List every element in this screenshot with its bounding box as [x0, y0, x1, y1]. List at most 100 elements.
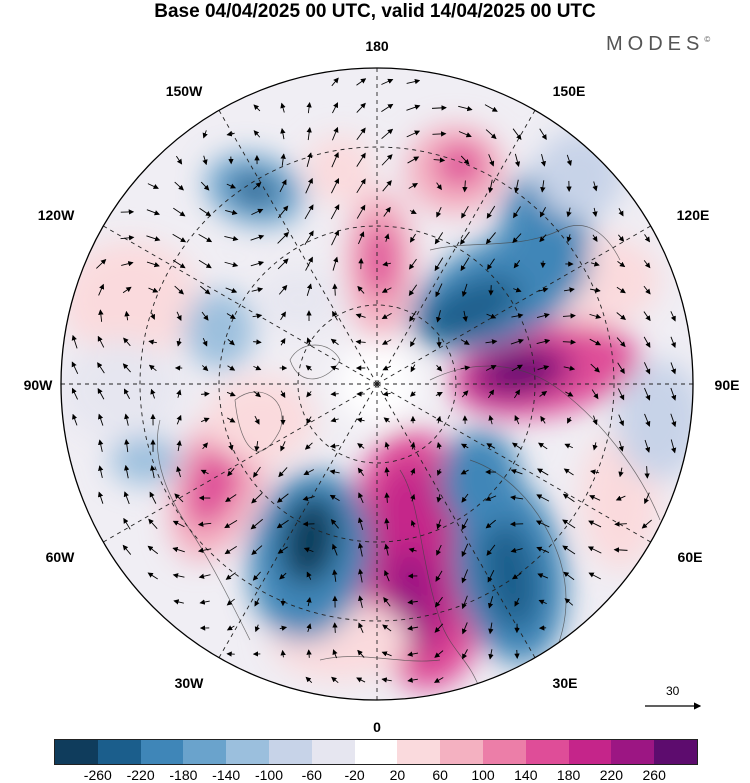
wind-vector — [250, 518, 263, 530]
wind-vector — [277, 231, 290, 244]
copyright-mark: © — [704, 35, 711, 44]
wind-vector — [408, 284, 418, 297]
wind-vector — [511, 364, 523, 372]
wind-vector — [122, 544, 132, 555]
wind-vector — [304, 230, 314, 246]
wind-vector — [436, 468, 442, 476]
wind-vector — [406, 104, 421, 111]
wind-vector — [592, 442, 598, 451]
wind-vector — [96, 258, 107, 269]
wind-vector — [306, 649, 312, 658]
wind-vector — [616, 312, 626, 321]
colorbar-tick-label: -100 — [254, 767, 284, 783]
wind-vector — [332, 569, 338, 582]
wind-vector — [409, 209, 417, 214]
wind-vector — [409, 310, 417, 322]
wind-vector — [201, 365, 209, 372]
wind-vector — [537, 468, 549, 476]
wind-vector — [617, 388, 625, 401]
colorbar-swatch — [183, 740, 227, 764]
wind-vector — [488, 622, 494, 635]
wind-vector — [226, 625, 235, 631]
wind-vector — [384, 492, 390, 503]
wind-vector — [120, 235, 135, 241]
wind-vector — [253, 182, 262, 190]
wind-vector — [670, 362, 677, 375]
wind-vector — [253, 391, 261, 398]
reference-vector-label: 30 — [666, 684, 680, 698]
wind-vector — [331, 178, 339, 194]
wind-vector — [512, 233, 522, 244]
wind-vector — [511, 442, 522, 450]
wind-vector — [538, 599, 547, 605]
wind-vector — [432, 105, 447, 111]
map-title: Base 04/04/2025 00 UTC, valid 14/04/2025… — [154, 1, 596, 22]
wind-vector — [356, 102, 366, 113]
wind-vector — [435, 570, 443, 582]
wind-vector — [306, 283, 313, 296]
wind-vector — [71, 334, 78, 349]
wind-vector — [562, 313, 576, 319]
wind-vector — [589, 313, 602, 319]
wind-vectors — [71, 77, 677, 684]
wind-vector — [97, 491, 104, 504]
wind-vector — [535, 520, 550, 528]
wind-vector — [433, 677, 444, 683]
wind-vector — [436, 364, 443, 372]
anomaly-blob — [440, 430, 520, 530]
wind-vector — [382, 391, 391, 397]
wind-vector — [513, 179, 520, 194]
wind-vector — [147, 545, 159, 555]
wind-vector — [174, 493, 184, 503]
anomaly-blob — [61, 240, 200, 360]
wind-vector — [382, 624, 392, 632]
wind-vector — [384, 543, 390, 556]
wind-vector — [615, 495, 626, 501]
wind-vector — [485, 129, 497, 140]
wind-vector — [358, 492, 364, 504]
wind-vector — [563, 365, 576, 371]
wind-vector — [562, 545, 576, 555]
wind-vector — [436, 182, 442, 191]
wind-vector — [407, 599, 418, 605]
colorbar-tick-label: 260 — [642, 767, 666, 783]
wind-vector — [197, 521, 212, 527]
colorbar-tick-label: 60 — [432, 767, 448, 783]
wind-vector — [564, 443, 574, 449]
wind-vector — [254, 598, 260, 607]
wind-vector — [254, 441, 260, 452]
wind-vector — [536, 312, 550, 319]
wind-vector — [306, 391, 312, 398]
wind-vector — [511, 313, 524, 319]
wind-vector — [226, 313, 236, 320]
colorbar-tick-label: -180 — [169, 767, 198, 783]
wind-vector — [589, 495, 601, 501]
colorbar-tick-label: 20 — [389, 767, 406, 783]
wind-vector — [202, 155, 208, 166]
wind-vector — [617, 362, 625, 375]
wind-vector — [227, 338, 235, 346]
wind-vector — [200, 417, 210, 423]
wind-vector — [305, 365, 312, 371]
wind-vector — [197, 547, 212, 553]
wind-vector — [566, 154, 572, 167]
wind-vector — [461, 390, 469, 398]
wind-vector — [355, 339, 366, 345]
wind-vector — [176, 414, 182, 425]
wind-vector — [202, 442, 209, 450]
wind-vector — [382, 365, 391, 371]
wind-vector — [539, 234, 547, 243]
wind-vector — [304, 204, 314, 220]
lon-label-90w: 90W — [23, 377, 53, 393]
wind-vector — [280, 127, 286, 140]
wind-vector — [436, 442, 442, 450]
wind-vector — [381, 103, 394, 113]
wind-vector — [670, 439, 677, 454]
wind-vector — [381, 154, 393, 166]
latitude-circle — [218, 225, 536, 543]
anomaly-blob — [185, 290, 255, 370]
wind-vector — [487, 389, 495, 399]
wind-vector — [226, 598, 235, 606]
wind-vector — [172, 573, 185, 579]
wind-vector — [254, 415, 260, 425]
